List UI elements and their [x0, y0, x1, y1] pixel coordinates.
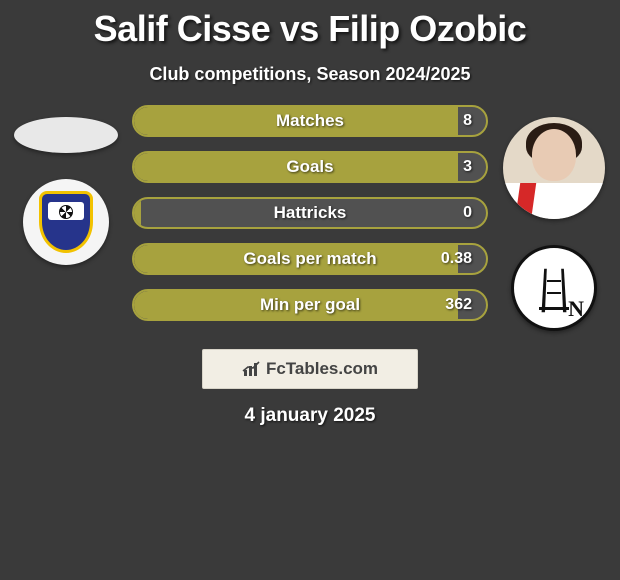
stat-bar: Goals 3 — [132, 151, 488, 183]
stat-label: Matches — [276, 111, 344, 131]
right-club-badge: N — [511, 245, 597, 331]
page-subtitle: Club competitions, Season 2024/2025 — [0, 64, 620, 85]
stat-bar-fill — [134, 199, 141, 227]
watermark-text: FcTables.com — [266, 359, 378, 379]
stat-bar: Hattricks 0 — [132, 197, 488, 229]
stat-value: 362 — [445, 296, 472, 314]
oil-tower-icon — [539, 266, 569, 310]
infographic-root: Salif Cisse vs Filip Ozobic Club competi… — [0, 0, 620, 580]
left-club-badge: ★★★ — [23, 179, 109, 265]
ball-icon — [59, 205, 73, 219]
stat-bar: Min per goal 362 — [132, 289, 488, 321]
right-player-avatar — [503, 117, 605, 219]
stat-bar: Goals per match 0.38 — [132, 243, 488, 275]
stat-bars: Matches 8 Goals 3 Hattricks 0 Goals per match 0… — [126, 105, 494, 321]
stat-bar: Matches 8 — [132, 105, 488, 137]
watermark: FcTables.com — [202, 349, 418, 389]
page-title: Salif Cisse vs Filip Ozobic — [0, 0, 620, 50]
main-row: ★★★ Matches 8 Goals 3 Hattricks 0 Goals per ma… — [0, 105, 620, 331]
stat-label: Goals — [286, 157, 333, 177]
chart-icon — [242, 361, 262, 377]
stat-value: 0 — [463, 204, 472, 222]
left-column: ★★★ — [6, 105, 126, 265]
right-column: N — [494, 105, 614, 331]
stat-value: 3 — [463, 158, 472, 176]
stat-label: Hattricks — [274, 203, 347, 223]
face-icon — [532, 129, 576, 181]
stat-value: 0.38 — [441, 250, 472, 268]
letter-n-icon: N — [568, 296, 584, 322]
date-text: 4 january 2025 — [0, 405, 620, 427]
left-player-avatar — [14, 117, 118, 153]
stat-value: 8 — [463, 112, 472, 130]
shield-icon — [39, 191, 93, 253]
stat-label: Goals per match — [243, 249, 376, 269]
stat-label: Min per goal — [260, 295, 360, 315]
